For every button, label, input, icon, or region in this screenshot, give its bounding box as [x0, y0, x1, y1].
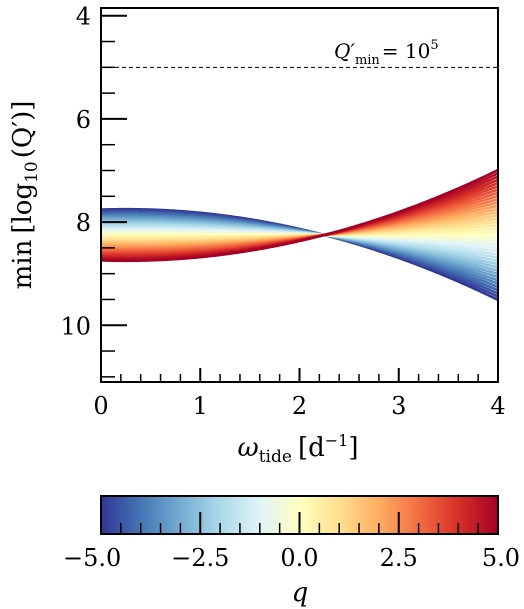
main-plot: 0 1 2 3 4 4 6 8 10 Q′min = 105 — [60, 3, 505, 420]
y-tick-label: 8 — [76, 209, 91, 237]
floor-annotation: Q′min = 105 — [334, 38, 439, 68]
colorbar-label: q — [292, 578, 309, 608]
colorbar-tick-label: 2.5 — [380, 544, 418, 572]
x-tick-label: 4 — [490, 392, 505, 420]
y-tick-label: 4 — [76, 3, 91, 31]
series-group — [101, 168, 498, 302]
plot-frame — [100, 7, 499, 383]
y-ticks: 4 6 8 10 — [60, 3, 127, 378]
x-tick-label: 2 — [292, 392, 307, 420]
colorbar-tick-label: 0.0 — [280, 544, 318, 572]
x-axis-label: ωtide [d−1] — [238, 431, 359, 467]
colorbar-tick-label: −5.0 — [63, 544, 121, 572]
colorbar-ticks: −5.0 −2.5 0.0 2.5 5.0 — [63, 512, 520, 572]
series-line — [101, 168, 498, 263]
x-tick-label: 1 — [193, 392, 208, 420]
colorbar-tick-label: −2.5 — [171, 544, 229, 572]
colorbar-tick-label: 5.0 — [482, 544, 520, 572]
x-tick-label: 3 — [391, 392, 406, 420]
y-tick-label: 6 — [76, 106, 91, 134]
x-ticks: 0 1 2 3 4 — [93, 368, 506, 420]
y-axis-label: min[log10(Q′)] — [8, 101, 42, 290]
x-tick-label: 0 — [93, 392, 108, 420]
y-tick-label: 10 — [60, 312, 91, 340]
colorbar: −5.0 −2.5 0.0 2.5 5.0 q — [63, 495, 520, 608]
